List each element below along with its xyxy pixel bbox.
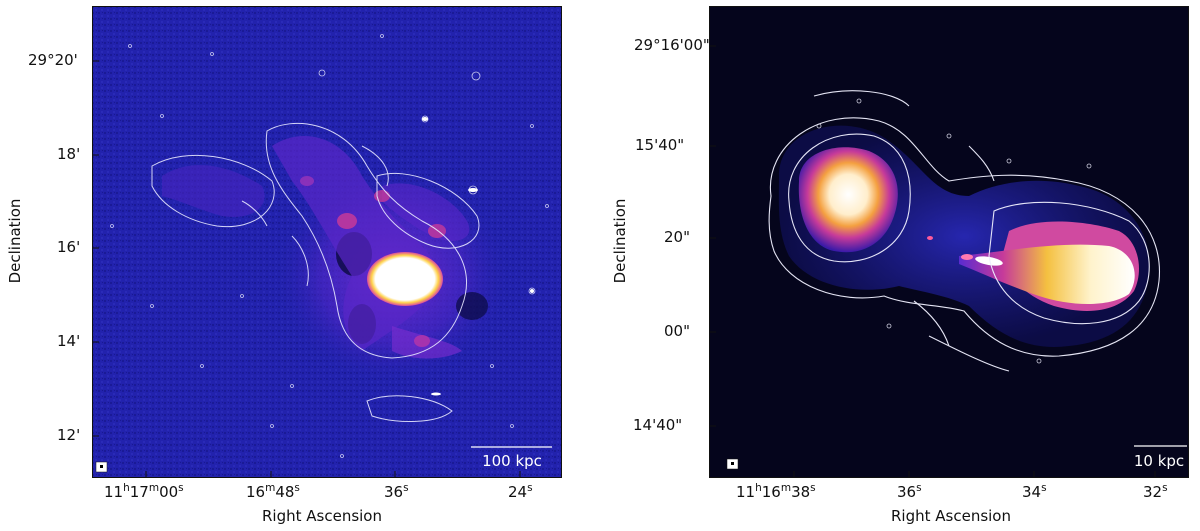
left-x-axis-label: Right Ascension: [262, 507, 382, 525]
left-compact-source: [468, 188, 478, 192]
left-contours: [151, 122, 480, 422]
right-x-tick-label: 32s: [1143, 482, 1168, 501]
left-knot: [414, 335, 430, 347]
left-x-tick-label: 11h17m00s: [104, 482, 184, 501]
left-x-tick-label: 16m48s: [246, 482, 300, 501]
left-y-tick-label: 18': [57, 145, 81, 163]
right-x-axis-label: Right Ascension: [891, 507, 1011, 525]
left-scale-bar-label: 100 kpc: [482, 452, 542, 470]
left-cavity: [456, 292, 488, 320]
left-frame: [92, 6, 562, 478]
left-y-tick-label: 29°20': [28, 51, 78, 69]
right-compact-source: [927, 236, 933, 240]
right-x-tick-label: 34s: [1022, 482, 1047, 501]
left-tick-marks: [92, 60, 521, 478]
right-y-tick-label: 15'40": [635, 136, 685, 154]
left-panel-image: 100 kpc: [92, 6, 562, 478]
right-scale-bar-label: 10 kpc: [1134, 452, 1184, 470]
left-y-axis-label: Declination: [6, 198, 24, 284]
right-y-tick-label: 29°16'00": [634, 36, 710, 54]
right-core: [961, 254, 973, 260]
left-filament: [162, 165, 265, 217]
left-compact-source: [530, 289, 534, 293]
left-y-tick-label: 12': [57, 426, 81, 444]
left-knot: [300, 176, 314, 186]
right-beam-ellipse: [731, 462, 734, 465]
left-knot: [337, 213, 357, 229]
right-x-tick-label: 11h16m38s: [736, 482, 816, 501]
right-tick-marks: [709, 45, 1156, 478]
right-jet-knot: [975, 256, 1003, 266]
left-beam-ellipse: [100, 465, 103, 468]
right-x-tick-label: 36s: [897, 482, 922, 501]
left-y-tick-label: 14': [57, 332, 81, 350]
right-left-lobe: [798, 147, 898, 253]
left-compact-source: [431, 392, 441, 396]
left-filament: [382, 183, 470, 241]
left-knot: [374, 190, 390, 202]
right-y-tick-label: 00": [664, 322, 690, 340]
right-contour-specks: [816, 98, 1092, 364]
right-y-tick-label: 20": [664, 228, 690, 246]
right-frame: [709, 6, 1189, 478]
right-contours: [768, 90, 1161, 372]
right-panel-image: 10 kpc: [709, 6, 1189, 478]
left-x-tick-label: 24s: [508, 482, 533, 501]
left-bright-core: [367, 252, 443, 306]
left-y-tick-label: 16': [57, 238, 81, 256]
left-x-tick-label: 36s: [384, 482, 409, 501]
right-y-tick-label: 14'40": [633, 416, 683, 434]
left-compact-source: [422, 117, 428, 121]
right-y-axis-label: Declination: [611, 198, 629, 284]
right-jet: [959, 244, 1135, 304]
